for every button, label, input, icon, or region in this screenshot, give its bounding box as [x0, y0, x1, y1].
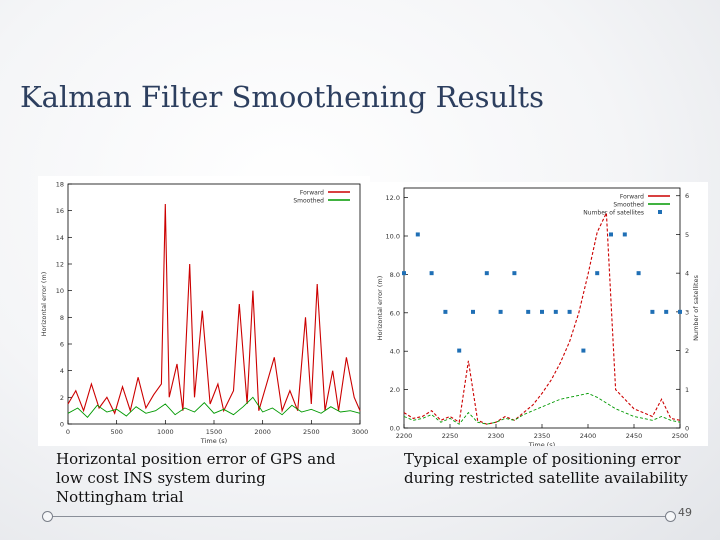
- chart-left-svg: 0 500 1000 1500 2000 2500 3000 0 2 4 6 8 10 12 14 16 18 T…: [40, 181, 369, 446]
- footer-dot-left: [42, 511, 53, 522]
- y-tick-label: 12.0: [386, 194, 400, 202]
- caption-left: Horizontal position error of GPS and low…: [56, 450, 336, 506]
- satellite-point: [581, 348, 586, 353]
- series-line-smoothed: [403, 392, 681, 425]
- legend-label: Number of satellites: [583, 210, 644, 217]
- satellite-point: [443, 309, 448, 314]
- legend-label: Forward: [300, 190, 324, 197]
- y2-tick-label: 0: [685, 425, 689, 433]
- y-axis-label: Horizontal error (m): [40, 272, 48, 336]
- x-tick-label: 2000: [254, 428, 271, 436]
- satellite-point: [512, 271, 517, 276]
- y-tick-label: 2.0: [390, 386, 400, 394]
- x-tick-label: 2250: [442, 432, 459, 440]
- x-tick-label: 2350: [534, 432, 551, 440]
- series-line-forward: [67, 203, 361, 415]
- y2-tick-label: 4: [685, 270, 689, 278]
- y-tick-label: 10: [56, 287, 64, 295]
- series-line-forward: [403, 212, 681, 425]
- satellite-point: [678, 309, 682, 314]
- y-tick-label: 4: [60, 367, 64, 375]
- satellite-point: [498, 309, 503, 314]
- x-tick-label: 2200: [396, 432, 413, 440]
- x-tick-label: 2500: [672, 432, 689, 440]
- series-line-smoothed: [67, 396, 361, 418]
- satellite-point: [664, 309, 669, 314]
- satellite-point: [415, 232, 420, 237]
- x-tick-label: 2450: [626, 432, 643, 440]
- y2-axis-label: Number of satellites: [692, 274, 700, 340]
- x-tick-label: 2500: [303, 428, 320, 436]
- x-axis-label: Time (s): [528, 441, 555, 446]
- y-tick-label: 16: [56, 207, 64, 215]
- y-tick-label: 6: [60, 341, 64, 349]
- satellite-point: [526, 309, 531, 314]
- x-tick-label: 0: [66, 428, 70, 436]
- satellite-point: [553, 309, 558, 314]
- x-tick-label: 2300: [488, 432, 505, 440]
- satellite-point: [471, 309, 475, 314]
- plot-frame: [403, 187, 681, 429]
- legend-label: Smoothed: [293, 198, 324, 205]
- satellite-point: [567, 309, 572, 314]
- y2-tick-label: 5: [685, 231, 689, 239]
- y-tick-label: 12: [56, 261, 64, 269]
- chart-restricted-satellites: 2200 2250 2300 2350 2400 2450 2500 0.0 2.0 4.0 6.0…: [368, 182, 708, 446]
- y2-tick-label: 1: [685, 386, 689, 394]
- satellite-point: [484, 271, 489, 276]
- x-axis-label: Time (s): [200, 437, 227, 445]
- satellite-point: [429, 271, 434, 276]
- y2-tick-label: 6: [685, 192, 689, 200]
- x-tick-label: 3000: [352, 428, 369, 436]
- x-tick-label: 2400: [580, 432, 597, 440]
- page-number: 49: [678, 506, 692, 519]
- y-tick-label: 8.0: [390, 271, 400, 279]
- x-tick-label: 500: [110, 428, 122, 436]
- legend-swatch: [658, 210, 662, 214]
- satellite-point: [622, 232, 627, 237]
- legend-label: Smoothed: [613, 202, 644, 209]
- y-tick-label: 0: [60, 421, 64, 429]
- y-tick-label: 0.0: [390, 425, 400, 433]
- y-tick-label: 8: [60, 314, 64, 322]
- satellite-point: [650, 309, 655, 314]
- satellite-point: [636, 271, 641, 276]
- y-tick-label: 18: [56, 181, 64, 189]
- satellite-point: [457, 348, 462, 353]
- satellite-point: [609, 232, 613, 237]
- slide-title: Kalman Filter Smoothening Results: [20, 80, 545, 114]
- y-axis-label: Horizontal error (m): [376, 276, 384, 340]
- y-tick-label: 4.0: [390, 348, 400, 356]
- legend-label: Forward: [620, 194, 644, 201]
- satellite-point: [595, 271, 600, 276]
- y-tick-label: 6.0: [390, 309, 400, 317]
- x-tick-label: 1500: [206, 428, 223, 436]
- chart-right-svg: 2200 2250 2300 2350 2400 2450 25000.02.04.06.0…: [376, 187, 700, 446]
- chart-horizontal-error-nottingham: 0 500 1000 1500 2000 2500 3000 0 2 4 6 8 10 12 14 16 18 T…: [38, 176, 370, 446]
- y-tick-label: 14: [56, 234, 64, 242]
- footer-dot-right: [665, 511, 676, 522]
- satellite-point: [540, 309, 544, 314]
- y2-tick-label: 3: [685, 308, 689, 316]
- x-tick-label: 1000: [157, 428, 174, 436]
- satellite-point: [402, 271, 406, 276]
- y2-tick-label: 2: [685, 347, 689, 355]
- y-tick-label: 10.0: [386, 233, 400, 241]
- footer-rule: [48, 516, 670, 517]
- caption-right: Typical example of positioning error dur…: [404, 450, 688, 487]
- y-tick-label: 2: [60, 394, 64, 402]
